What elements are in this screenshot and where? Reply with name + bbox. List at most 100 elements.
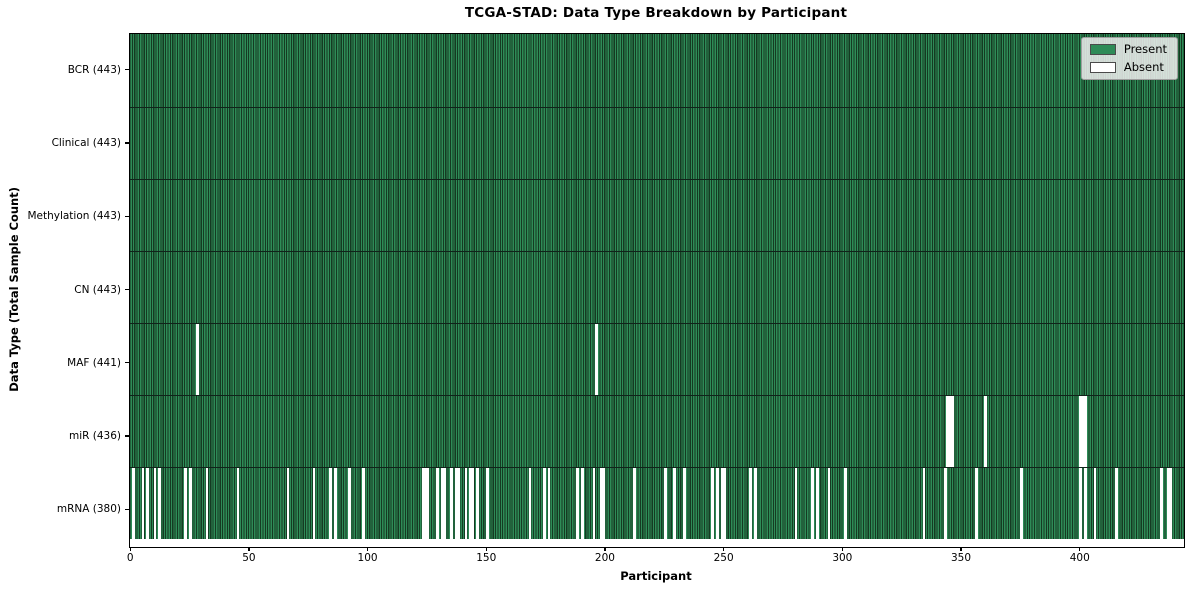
y-tick-label-CN: CN (443) — [74, 283, 121, 296]
x-tick-mark-100 — [366, 547, 369, 551]
absent-mark-mRNA-135 — [450, 467, 453, 539]
absent-mark-mRNA-129 — [436, 467, 439, 539]
y-tick-mark-MAF — [124, 362, 129, 364]
row-MAF — [130, 322, 1184, 395]
y-tick-mark-CN — [124, 288, 129, 291]
absent-mark-mRNA-123 — [421, 467, 425, 539]
absent-mark-mRNA-198 — [599, 467, 603, 539]
x-tick-mark-50 — [248, 547, 250, 551]
absent-mark-mRNA-174 — [542, 467, 546, 539]
x-tick-mark-0 — [129, 547, 131, 551]
legend-label-absent: Absent — [1123, 60, 1164, 74]
absent-mark-mRNA-144 — [471, 467, 475, 539]
absent-mark-mRNA-92 — [348, 467, 351, 539]
x-tick-label-250: 250 — [713, 552, 734, 564]
absent-mark-mRNA-400 — [1079, 467, 1083, 539]
row-mRNA — [130, 466, 1184, 539]
y-tick-mark-mRNA — [124, 508, 129, 510]
absent-mark-mRNA-146 — [476, 467, 480, 539]
y-tick-mark-miR — [124, 435, 129, 437]
y-tick-mark-Methylation — [124, 215, 129, 217]
x-tick-label-350: 350 — [951, 552, 972, 564]
absent-mark-mRNA-250 — [723, 467, 726, 539]
absent-mark-mRNA-301 — [844, 467, 848, 539]
y-tick-mark-BCR — [124, 68, 129, 71]
absent-mark-mRNA-249 — [720, 467, 724, 539]
absent-mark-mRNA-131 — [440, 467, 444, 539]
absent-mark-mRNA-190 — [580, 467, 584, 539]
absent-mark-mRNA-5 — [141, 467, 145, 539]
absent-mark-mRNA-375 — [1020, 467, 1023, 539]
x-tick-label-150: 150 — [476, 552, 497, 564]
x-axis-title: Participant — [620, 569, 692, 583]
absent-mark-mRNA-86 — [334, 467, 337, 539]
absent-mark-mRNA-176 — [547, 467, 551, 539]
absent-mark-mRNA-229 — [673, 467, 677, 539]
absent-mark-mRNA-77 — [312, 467, 316, 539]
absent-mark-mRNA-406 — [1093, 467, 1097, 539]
x-tick-label-0: 0 — [126, 552, 134, 564]
absent-mark-mRNA-343 — [944, 467, 947, 539]
legend-swatch-present — [1089, 44, 1116, 55]
plot-area — [129, 33, 1185, 548]
legend-label-present: Present — [1123, 42, 1167, 56]
absent-mark-mRNA-212 — [633, 467, 636, 539]
absent-mark-mRNA-10 — [153, 467, 157, 539]
x-tick-mark-150 — [485, 547, 487, 551]
absent-mark-mRNA-199 — [602, 467, 605, 539]
absent-mark-mRNA-137 — [455, 467, 458, 539]
absent-mark-mRNA-434 — [1160, 467, 1163, 539]
x-tick-label-300: 300 — [832, 552, 853, 564]
absent-mark-mRNA-7 — [146, 467, 150, 539]
absent-mark-mRNA-438 — [1169, 467, 1173, 539]
x-tick-label-400: 400 — [1069, 552, 1090, 564]
absent-mark-mRNA-168 — [528, 467, 532, 539]
x-tick-label-100: 100 — [357, 552, 378, 564]
absent-mark-miR-345 — [948, 395, 952, 467]
legend-item-present: Present — [1089, 42, 1167, 56]
chart-title: TCGA-STAD: Data Type Breakdown by Partic… — [464, 5, 848, 21]
y-tick-label-BCR: BCR (443) — [67, 63, 121, 76]
absent-mark-mRNA-124 — [424, 467, 427, 539]
absent-mark-mRNA-402 — [1084, 467, 1087, 539]
y-tick-mark-Clinical — [124, 142, 129, 144]
y-tick-label-MAF: MAF (441) — [67, 356, 121, 369]
absent-mark-mRNA-143 — [469, 467, 472, 539]
absent-mark-mRNA-261 — [749, 467, 753, 539]
absent-mark-miR-400 — [1079, 395, 1083, 467]
x-tick-mark-200 — [604, 547, 606, 551]
absent-mark-mRNA-356 — [974, 467, 978, 539]
x-tick-label-200: 200 — [594, 552, 615, 564]
y-tick-label-Methylation: Methylation (443) — [27, 210, 121, 223]
x-tick-label-50: 50 — [242, 552, 256, 564]
absent-mark-mRNA-245 — [711, 467, 715, 539]
row-CN — [130, 251, 1184, 323]
legend: Present Absent — [1080, 37, 1178, 80]
row-Clinical — [130, 107, 1184, 180]
y-tick-label-miR: miR (436) — [68, 430, 121, 443]
absent-mark-mRNA-66 — [286, 467, 290, 539]
absent-mark-mRNA-287 — [811, 467, 814, 539]
absent-mark-mRNA-280 — [794, 467, 798, 539]
absent-mark-miR-360 — [984, 395, 988, 467]
row-miR — [130, 394, 1184, 467]
absent-mark-mRNA-141 — [464, 467, 468, 539]
absent-mark-mRNA-415 — [1115, 467, 1118, 539]
absent-mark-mRNA-150 — [485, 467, 489, 539]
absent-mark-miR-344 — [946, 395, 950, 467]
absent-mark-mRNA-247 — [716, 467, 719, 539]
x-tick-mark-350 — [960, 547, 962, 551]
absent-mark-mRNA-263 — [754, 467, 757, 539]
absent-mark-mRNA-23 — [184, 467, 188, 539]
absent-mark-mRNA-125 — [426, 467, 430, 539]
absent-mark-mRNA-225 — [663, 467, 667, 539]
absent-mark-miR-401 — [1081, 395, 1085, 467]
absent-mark-mRNA-45 — [236, 467, 240, 539]
absent-mark-mRNA-32 — [205, 467, 209, 539]
absent-mark-mRNA-138 — [457, 467, 461, 539]
absent-mark-MAF-28 — [196, 323, 199, 395]
absent-mark-miR-346 — [951, 395, 954, 467]
absent-mark-mRNA-334 — [922, 467, 926, 539]
absent-mark-MAF-196 — [595, 323, 598, 395]
